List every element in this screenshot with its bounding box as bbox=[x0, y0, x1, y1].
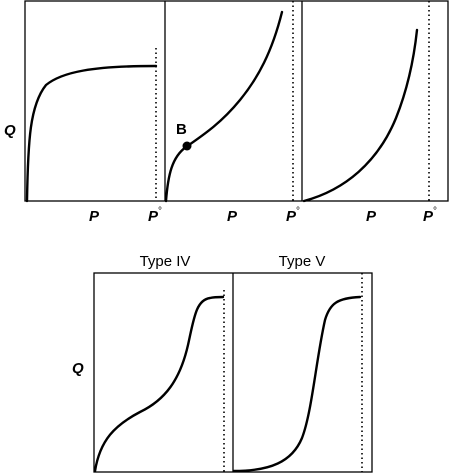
pressure-label-2: P bbox=[227, 208, 238, 225]
type-iii-curve bbox=[302, 28, 419, 203]
pressure-label-3: P bbox=[366, 208, 377, 225]
type-iv-title: Type IV bbox=[140, 253, 191, 270]
pressure-label-1: P bbox=[89, 208, 100, 225]
top-panels-frame bbox=[24, 0, 449, 202]
saturation-pressure-label-3: P° bbox=[423, 206, 437, 225]
bottom-y-axis-label: Q bbox=[72, 360, 84, 377]
point-b-marker bbox=[182, 141, 192, 151]
type-ii-curve bbox=[164, 10, 284, 203]
saturation-pressure-label-1: P° bbox=[148, 206, 162, 225]
type-i-curve bbox=[25, 64, 158, 203]
bottom-panel-group: Type IV Type V Q bbox=[72, 253, 373, 473]
type-v-title: Type V bbox=[279, 253, 326, 270]
point-b-label: B bbox=[176, 121, 187, 138]
type-v-curve bbox=[232, 295, 362, 473]
saturation-pressure-label-2: P° bbox=[286, 206, 300, 225]
top-panel-group: B Q P P° P P° P P° bbox=[4, 0, 449, 225]
top-y-axis-label: Q bbox=[4, 122, 16, 139]
type-iv-curve bbox=[93, 295, 225, 473]
